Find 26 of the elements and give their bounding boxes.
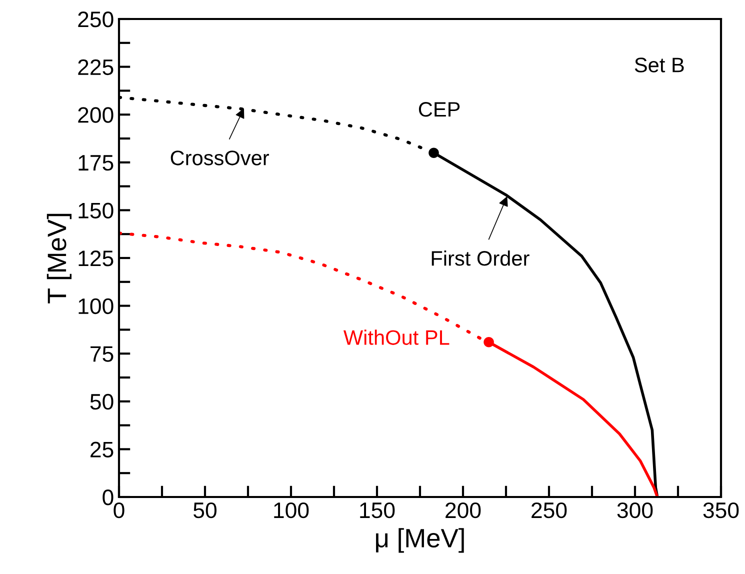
x-tick-label: 250 (532, 502, 567, 518)
x-tick-label: 150 (360, 502, 395, 518)
annotation: CrossOver (170, 150, 269, 166)
y-tick-label: 75 (90, 346, 114, 362)
y-tick-label: 200 (78, 107, 114, 123)
x-tick-label: 100 (274, 502, 309, 518)
x-axis-title: μ [MeV] (376, 528, 464, 553)
y-tick-label: 125 (78, 250, 114, 266)
x-tick-label: 350 (703, 502, 739, 518)
x-tick-label: 50 (194, 502, 216, 518)
y-tick-label: 150 (78, 202, 114, 218)
annotation: Set B (634, 58, 684, 72)
y-tick-label: 100 (78, 298, 114, 314)
annotation: First Order (432, 250, 530, 266)
y-tick-label: 0 (102, 490, 114, 506)
y-axis-title: T [MeV] (46, 214, 72, 304)
y-tick-label: 175 (78, 155, 114, 171)
x-tick-label: 0 (114, 502, 124, 518)
y-tick-label: 250 (78, 12, 114, 28)
x-tick-label: 300 (617, 502, 653, 518)
series-label: WithOut PL (343, 330, 450, 345)
y-tick-label: 225 (78, 59, 114, 76)
y-tick-label: 50 (90, 394, 114, 410)
annotation: CEP (418, 102, 460, 117)
x-tick-label: 200 (446, 502, 481, 518)
y-tick-label: 25 (90, 442, 114, 458)
